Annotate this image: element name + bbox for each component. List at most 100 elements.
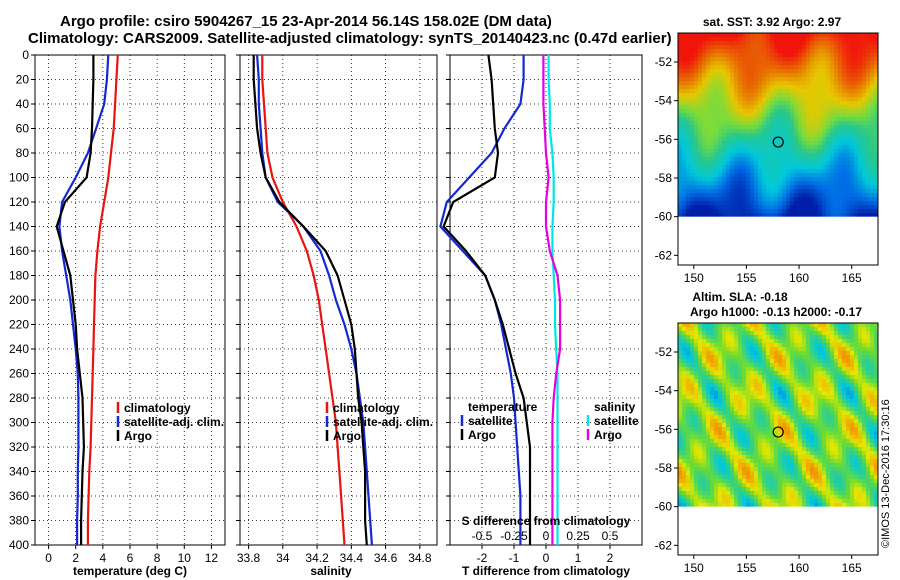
map-cell	[834, 387, 838, 391]
map-cell	[834, 459, 838, 463]
map-cell	[850, 93, 854, 97]
map-cell	[818, 93, 822, 97]
map-cell	[686, 451, 690, 455]
map-cell	[866, 33, 870, 37]
map-cell	[778, 85, 782, 89]
map-cell	[750, 185, 754, 189]
map-cell	[822, 77, 826, 81]
map-cell	[762, 129, 766, 133]
map-cell	[818, 491, 822, 495]
map-cell	[714, 395, 718, 399]
map-cell	[730, 387, 734, 391]
map-cell	[678, 129, 682, 133]
map-cell	[762, 503, 766, 507]
map-cell	[698, 363, 702, 367]
map-cell	[834, 431, 838, 435]
map-cell	[806, 101, 810, 105]
map-cell	[686, 483, 690, 487]
map-cell	[730, 487, 734, 491]
map-cell	[710, 463, 714, 467]
map-cell	[730, 125, 734, 129]
map-cell	[722, 101, 726, 105]
map-cell	[722, 37, 726, 41]
map-cell	[818, 153, 822, 157]
map-cell	[698, 41, 702, 45]
map-cell	[806, 77, 810, 81]
map-cell	[842, 503, 846, 507]
map-cell	[818, 209, 822, 213]
legend-label: Argo	[124, 429, 152, 443]
map-cell	[874, 105, 878, 109]
map-cell	[858, 129, 862, 133]
map-cell	[854, 133, 858, 137]
map-cell	[854, 93, 858, 97]
map-cell	[742, 145, 746, 149]
map-cell	[698, 431, 702, 435]
map-cell	[790, 455, 794, 459]
map-cell	[814, 419, 818, 423]
map-cell	[854, 367, 858, 371]
map-cell	[706, 479, 710, 483]
map-cell	[694, 439, 698, 443]
map-cell	[698, 343, 702, 347]
map-cell	[738, 459, 742, 463]
map-cell	[702, 451, 706, 455]
map-cell	[714, 495, 718, 499]
map-cell	[694, 471, 698, 475]
map-cell	[746, 383, 750, 387]
map-cell	[714, 141, 718, 145]
map-cell	[838, 93, 842, 97]
map-cell	[702, 503, 706, 507]
map-cell	[770, 395, 774, 399]
map-cell	[678, 81, 682, 85]
map-cell	[834, 81, 838, 85]
map-cell	[686, 327, 690, 331]
map-cell	[858, 189, 862, 193]
map-cell	[826, 411, 830, 415]
map-cell	[714, 201, 718, 205]
map-cell	[858, 431, 862, 435]
map-cell	[818, 177, 822, 181]
map-cell	[798, 93, 802, 97]
map-cell	[858, 209, 862, 213]
map-cell	[714, 105, 718, 109]
map-cell	[834, 483, 838, 487]
map-cell	[686, 363, 690, 367]
map-cell	[818, 371, 822, 375]
map-cell	[738, 395, 742, 399]
map-cell	[698, 177, 702, 181]
map-cell	[742, 503, 746, 507]
map-cell	[770, 495, 774, 499]
map-cell	[866, 101, 870, 105]
map-cell	[838, 471, 842, 475]
map-cell	[814, 475, 818, 479]
map-cell	[754, 503, 758, 507]
map-cell	[866, 89, 870, 93]
map-cell	[822, 97, 826, 101]
map-cell	[810, 169, 814, 173]
map-cell	[874, 205, 878, 209]
map-cell	[858, 185, 862, 189]
map-cell	[858, 213, 862, 217]
map-cell	[690, 475, 694, 479]
map-cell	[862, 193, 866, 197]
map-cell	[806, 403, 810, 407]
map-cell	[718, 383, 722, 387]
map-cell	[730, 105, 734, 109]
map-cell	[722, 93, 726, 97]
map-cell	[734, 447, 738, 451]
map-cell	[810, 149, 814, 153]
map-cell	[858, 33, 862, 37]
map-cell	[742, 41, 746, 45]
map-cell	[834, 153, 838, 157]
map-cell	[874, 463, 878, 467]
map-cell	[830, 69, 834, 73]
map-cell	[790, 339, 794, 343]
map-cell	[782, 499, 786, 503]
map-cell	[842, 101, 846, 105]
map-cell	[814, 383, 818, 387]
map-cell	[818, 33, 822, 37]
map-cell	[774, 73, 778, 77]
map-cell	[686, 495, 690, 499]
map-cell	[778, 165, 782, 169]
